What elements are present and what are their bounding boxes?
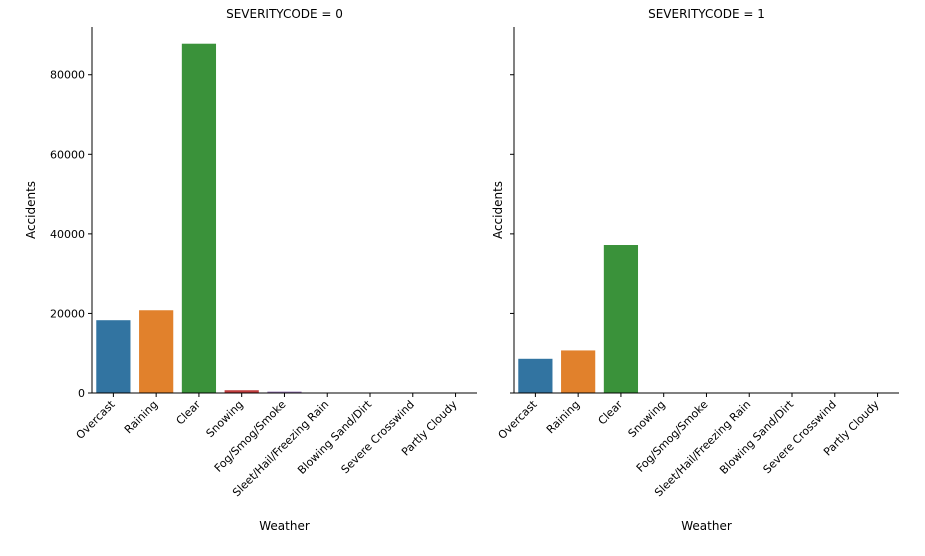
bar [518, 358, 553, 393]
y-axis-label: Accidents [491, 181, 505, 239]
bar [181, 43, 217, 394]
bar [267, 391, 302, 393]
x-axis-label: Weather [259, 519, 310, 533]
bar [139, 310, 174, 393]
x-tick-label: Severe Crosswind [761, 398, 839, 476]
x-tick-label: Snowing [626, 398, 668, 440]
x-tick-label: Fog/Smog/Smoke [634, 398, 711, 475]
bar [96, 320, 131, 393]
x-tick-label: Raining [544, 398, 582, 436]
x-tick-label: Snowing [204, 398, 246, 440]
x-tick-label: Blowing Sand/Dirt [295, 397, 374, 476]
y-tick-label: 0 [78, 387, 85, 400]
y-tick-label: 40000 [50, 228, 85, 241]
x-tick-label: Severe Crosswind [339, 398, 417, 476]
bar [603, 245, 639, 393]
bar [224, 390, 259, 393]
x-tick-label: Overcast [496, 397, 540, 441]
y-axis-label: Accidents [24, 181, 38, 239]
facet-title: SEVERITYCODE = 0 [226, 7, 343, 21]
bar [561, 350, 596, 393]
facet-panel-1: Overcast Raining Clear SnowingFog/Smog/Smok… [491, 7, 899, 533]
x-tick-label: Clear [596, 398, 626, 428]
y-tick-label: 60000 [50, 148, 85, 161]
x-tick-label: Clear [174, 398, 204, 428]
x-tick-label: Blowing Sand/Dirt [717, 397, 796, 476]
x-axis-label: Weather [681, 519, 732, 533]
x-tick-label: Overcast [74, 397, 118, 441]
x-tick-label: Raining [122, 398, 160, 436]
y-tick-label: 20000 [50, 307, 85, 320]
facet-panel-0: 0 20000 40000 60000 80000 Overcast Raining Clea… [24, 7, 477, 533]
facet-title: SEVERITYCODE = 1 [648, 7, 765, 21]
x-tick-label: Fog/Smog/Smoke [212, 398, 289, 475]
y-tick-label: 80000 [50, 69, 85, 82]
